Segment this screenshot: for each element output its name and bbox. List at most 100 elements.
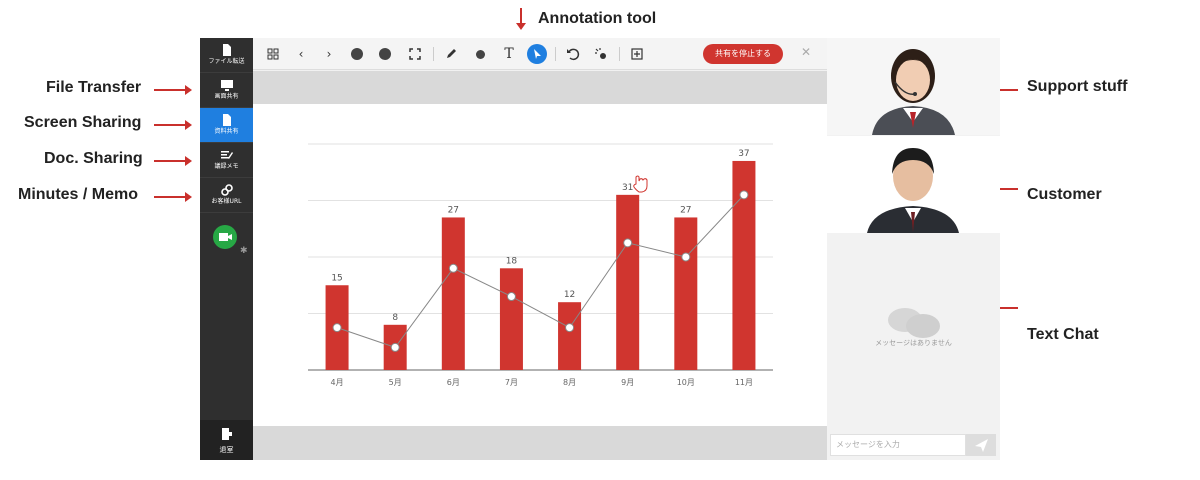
support-staff-video xyxy=(827,38,1000,135)
bar-value-label: 27 xyxy=(448,205,459,215)
screen-sharing-callout: Screen Sharing xyxy=(24,114,142,131)
trend-point xyxy=(506,292,516,302)
gear-icon[interactable]: ✱ xyxy=(240,246,248,256)
screen-sharing-arrow xyxy=(154,120,192,130)
document-top-margin xyxy=(253,71,827,104)
toolbar-separator xyxy=(619,47,620,61)
sidebar-item-doc-sharing[interactable]: 資料共有 xyxy=(200,108,253,143)
fit-screen-icon[interactable] xyxy=(407,46,423,62)
close-icon[interactable]: ✕ xyxy=(801,45,812,59)
zoom-in-icon[interactable] xyxy=(379,48,391,60)
pointer-tool-icon[interactable] xyxy=(527,44,547,64)
chat-input[interactable]: メッセージを入力 xyxy=(830,434,966,456)
bar xyxy=(499,268,523,370)
doc-sharing-callout: Doc. Sharing xyxy=(44,150,143,167)
support-staff-portrait xyxy=(827,38,1000,135)
zoom-out-icon[interactable] xyxy=(351,48,363,60)
toolbar-separator xyxy=(555,47,556,61)
undo-icon[interactable] xyxy=(565,46,581,62)
sidebar-item-label: 画面共有 xyxy=(214,93,239,100)
minutes-memo-callout: Minutes / Memo xyxy=(18,186,139,203)
exit-button[interactable]: 退室 xyxy=(200,420,253,460)
sidebar-item-customer-url[interactable]: お客様URL xyxy=(200,178,253,213)
bar-value-label: 8 xyxy=(392,313,398,323)
document-bottom-margin xyxy=(253,426,827,460)
sidebar-item-label: 議録メモ xyxy=(214,163,239,170)
link-icon xyxy=(220,184,233,196)
trend-point xyxy=(565,323,575,333)
bar-value-label: 15 xyxy=(331,273,342,283)
annotation-tool-arrow xyxy=(516,8,526,30)
sidebar-item-memo[interactable]: 議録メモ xyxy=(200,143,253,178)
x-tick-label: 11月 xyxy=(735,378,753,387)
trend-point xyxy=(739,190,749,200)
bar xyxy=(674,217,698,370)
file-icon xyxy=(222,44,231,56)
bar-value-label: 27 xyxy=(680,205,691,215)
monitor-icon xyxy=(220,80,233,91)
customer-callout: Customer xyxy=(1027,186,1102,203)
x-tick-label: 7月 xyxy=(505,378,518,387)
chat-bubble-icon xyxy=(888,308,940,338)
trend-line xyxy=(336,194,745,348)
trend-point xyxy=(448,263,458,273)
sidebar-item-screen-sharing[interactable]: 画面共有 xyxy=(200,73,253,108)
trend-point xyxy=(681,252,691,262)
file-transfer-arrow xyxy=(154,85,192,95)
x-tick-label: 10月 xyxy=(677,378,695,387)
x-tick-label: 4月 xyxy=(331,378,344,387)
file-transfer-callout: File Transfer xyxy=(46,79,142,96)
bar-value-label: 12 xyxy=(564,290,575,300)
camera-icon xyxy=(219,233,232,241)
color-dot-icon[interactable] xyxy=(476,50,485,59)
app-window: ファイル転送 画面共有 資料共有 議録メモ お客様URL ✱ xyxy=(200,38,1000,460)
sidebar: ファイル転送 画面共有 資料共有 議録メモ お客様URL ✱ xyxy=(200,38,253,460)
document-icon xyxy=(222,114,231,126)
support-staff-callout: Support stuff xyxy=(1027,78,1128,95)
bar xyxy=(558,302,582,370)
bar xyxy=(441,217,465,370)
x-tick-label: 8月 xyxy=(563,378,576,387)
exit-label: 退室 xyxy=(219,446,234,454)
chat-empty-text: メッセージはありません xyxy=(875,339,952,347)
x-tick-label: 5月 xyxy=(389,378,402,387)
save-page-icon[interactable] xyxy=(629,46,645,62)
thumbnails-icon[interactable] xyxy=(265,46,281,62)
minutes-memo-arrow xyxy=(154,192,192,202)
bar-value-label: 37 xyxy=(738,149,749,159)
bar xyxy=(732,160,756,370)
annotation-tool-callout: Annotation tool xyxy=(538,10,657,27)
trend-point xyxy=(390,342,400,352)
exit-icon xyxy=(221,428,232,440)
customer-video xyxy=(827,136,1000,233)
send-icon xyxy=(975,439,988,452)
doc-sharing-arrow xyxy=(154,156,192,166)
sidebar-item-label: お客様URL xyxy=(211,198,242,205)
annotation-toolbar: ‹ › T xyxy=(253,38,827,70)
trend-point xyxy=(332,323,342,333)
sidebar-item-file-transfer[interactable]: ファイル転送 xyxy=(200,38,253,73)
bar-value-label: 31 xyxy=(622,183,633,193)
pointer-hand-icon xyxy=(633,175,648,193)
trend-point xyxy=(623,238,633,248)
x-tick-label: 6月 xyxy=(447,378,460,387)
sidebar-item-label: 資料共有 xyxy=(214,128,239,135)
shared-document-area[interactable]: 15 4月 8 5月 27 6月 18 7月 12 8月 31 9月 27 10月 37 11月 xyxy=(253,104,827,426)
text-tool-icon[interactable]: T xyxy=(504,46,514,62)
bar-value-label: 18 xyxy=(506,256,518,266)
text-chat-callout: Text Chat xyxy=(1027,326,1099,343)
prev-page-icon[interactable]: ‹ xyxy=(298,47,304,61)
customer-portrait xyxy=(827,136,1000,233)
video-toggle-button[interactable] xyxy=(213,225,237,249)
send-button[interactable] xyxy=(966,434,996,456)
memo-icon xyxy=(220,151,233,159)
shared-bar-chart: 15 4月 8 5月 27 6月 18 7月 12 8月 31 9月 27 10月 37 11月 xyxy=(308,143,773,387)
toolbar-separator xyxy=(433,47,434,61)
stop-sharing-button[interactable]: 共有を停止する xyxy=(703,44,783,64)
right-panel: メッセージはありません メッセージを入力 xyxy=(827,38,1000,460)
bar xyxy=(616,194,640,370)
sidebar-item-label: ファイル転送 xyxy=(208,58,245,65)
clear-annotations-icon[interactable] xyxy=(593,46,609,62)
pen-icon[interactable] xyxy=(443,46,459,62)
next-page-icon[interactable]: › xyxy=(326,47,332,61)
